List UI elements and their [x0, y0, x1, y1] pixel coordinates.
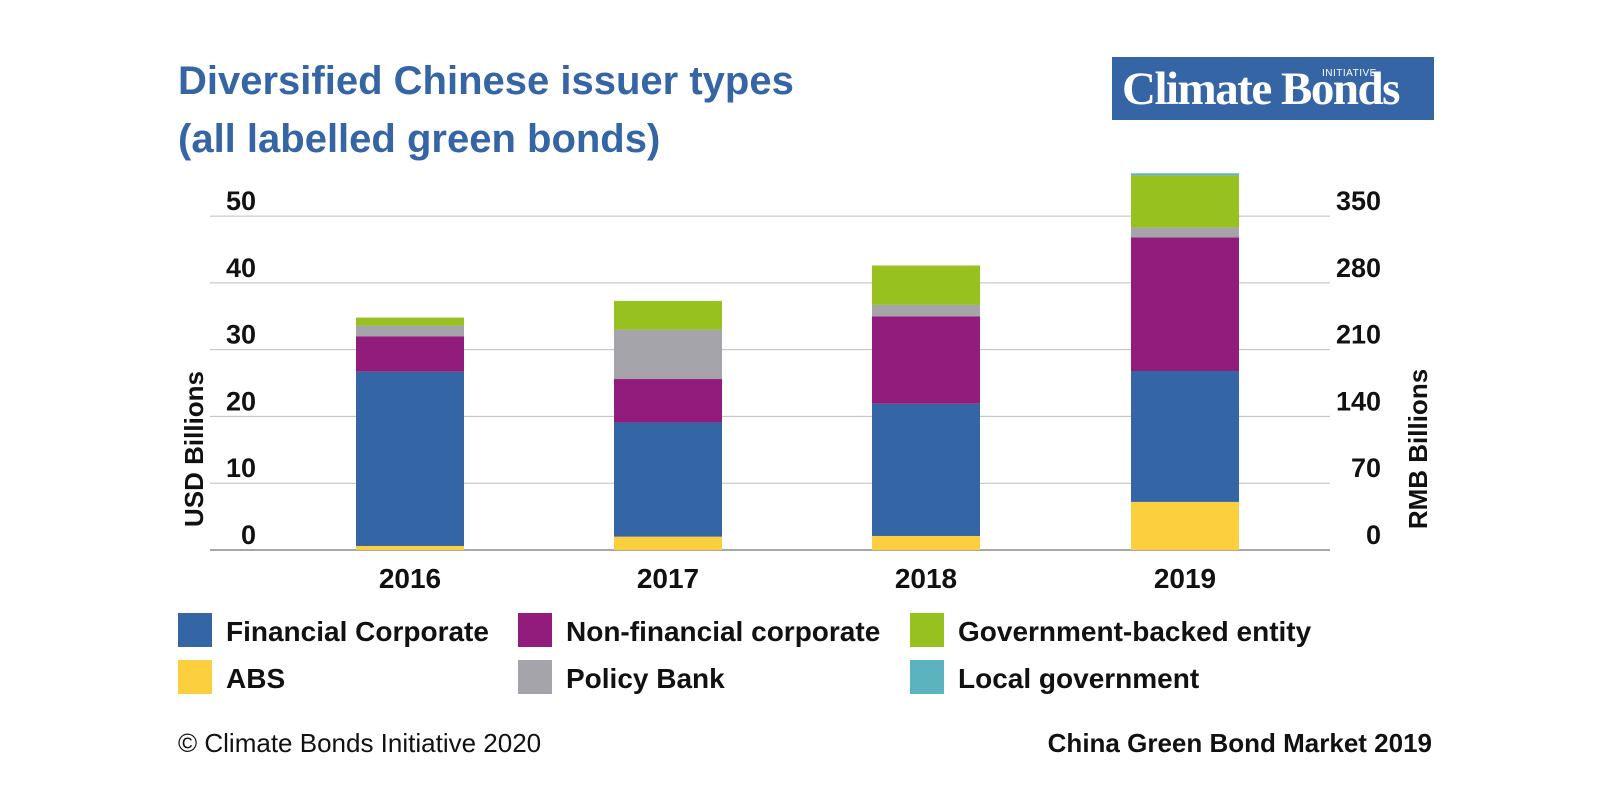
legend-label: Financial Corporate	[226, 616, 489, 647]
bar-segment	[1131, 237, 1239, 372]
bar-segment	[356, 371, 464, 546]
bar-segment	[1131, 173, 1239, 176]
legend-swatch	[178, 660, 212, 694]
bar-segment	[872, 535, 980, 550]
legend-label: Policy Bank	[566, 663, 725, 694]
legend-swatch	[178, 613, 212, 647]
legend-swatch	[910, 613, 944, 647]
y-tick-label-right: 280	[1336, 253, 1381, 283]
y-axis-label-right: RMB Billions	[1403, 369, 1433, 529]
bar-segment	[356, 336, 464, 372]
chart-title: Diversified Chinese issuer types (all la…	[178, 52, 794, 168]
legend-label: ABS	[226, 663, 286, 694]
logo-small-text: INITIATIVE	[1322, 68, 1377, 79]
copyright-text: © Climate Bonds Initiative 2020	[178, 728, 542, 758]
bar-segment	[872, 316, 980, 404]
y-axis-ticks-right: 0 70 140 210 280 350	[1336, 186, 1381, 550]
bar-segment	[356, 545, 464, 550]
bar-segment	[614, 536, 722, 550]
bar-segment	[356, 317, 464, 326]
y-tick-label-right: 210	[1336, 320, 1381, 350]
bar-segment	[356, 325, 464, 337]
source-text: China Green Bond Market 2019	[1047, 728, 1432, 758]
logo-main-text: Climate Bonds	[1122, 63, 1400, 115]
bar-segment	[614, 329, 722, 380]
legend-swatch	[518, 660, 552, 694]
x-category-label: 2017	[637, 563, 699, 594]
x-category-label: 2016	[379, 563, 441, 594]
bar-segment	[872, 403, 980, 536]
y-axis-ticks-left: 0 10 20 30 40 50	[226, 186, 256, 550]
bar-segment	[1131, 371, 1239, 502]
y-tick-label-left: 50	[226, 186, 256, 216]
bar-segment	[614, 422, 722, 537]
legend-label: Non-financial corporate	[566, 616, 881, 647]
x-category-label: 2019	[1154, 563, 1216, 594]
legend-swatch	[518, 613, 552, 647]
bar-segment	[872, 265, 980, 305]
legend-label: Local government	[958, 663, 1200, 694]
chart-title-line-2: (all labelled green bonds)	[178, 117, 661, 161]
y-tick-label-right: 140	[1336, 386, 1381, 416]
bar-segment	[614, 379, 722, 423]
bar-segment	[1131, 227, 1239, 238]
bar-segment	[1131, 501, 1239, 550]
y-tick-label-left: 10	[226, 453, 256, 483]
y-tick-label-right: 350	[1336, 186, 1381, 216]
y-axis-label-left: USD Billions	[179, 371, 209, 527]
x-axis-categories: 2016 2017 2018 2019	[379, 563, 1216, 594]
x-category-label: 2018	[895, 563, 957, 594]
stacked-bar-chart: 0 10 20 30 40 50 0 70 140 210 280 350 2016 2017 2018…	[179, 173, 1433, 594]
chart-title-line-1: Diversified Chinese issuer types	[178, 59, 794, 103]
bar-segment	[872, 304, 980, 317]
bar-segment	[1131, 175, 1239, 228]
y-tick-label-left: 40	[226, 253, 256, 283]
y-tick-label-right: 70	[1351, 453, 1381, 483]
climate-bonds-logo: Climate Bonds INITIATIVE	[1112, 57, 1434, 120]
bar-segment	[614, 300, 722, 330]
y-tick-label-right: 0	[1366, 520, 1381, 550]
y-tick-label-left: 30	[226, 320, 256, 350]
y-tick-label-left: 20	[226, 386, 256, 416]
legend-swatch	[910, 660, 944, 694]
legend-label: Government-backed entity	[958, 616, 1312, 647]
bars	[356, 173, 1239, 550]
y-tick-label-left: 0	[241, 520, 256, 550]
